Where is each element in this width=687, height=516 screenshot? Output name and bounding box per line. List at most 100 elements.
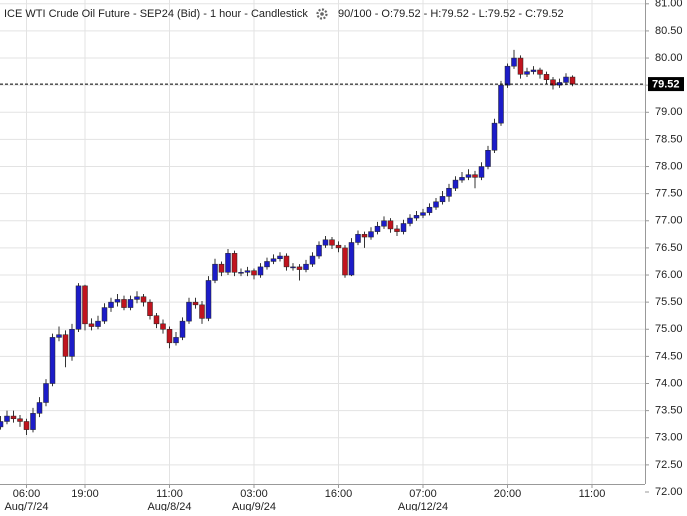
y-tick-label: 74.50 <box>655 350 683 362</box>
x-tick-label: 19:00 <box>71 488 99 500</box>
candle-body <box>251 270 257 276</box>
candle-body <box>504 65 511 86</box>
candle-body <box>277 255 283 259</box>
candle-body <box>218 263 225 273</box>
candle-body <box>212 263 218 281</box>
y-tick-label: 81.00 <box>655 0 683 10</box>
candle-body <box>316 244 322 257</box>
candle-body <box>355 234 361 243</box>
last-price-box <box>648 77 684 92</box>
last-price-label: 79.52 <box>652 78 680 90</box>
candle-body <box>82 285 88 325</box>
settings-icon[interactable] <box>316 8 328 20</box>
candle-body <box>524 71 530 75</box>
candle-body <box>420 212 426 216</box>
candle-body <box>491 122 498 151</box>
candle-body <box>160 323 166 330</box>
x-tick-date: Aug/7/24 <box>4 501 48 511</box>
candle-body <box>225 253 231 273</box>
candle-body <box>283 255 290 268</box>
candle-body <box>114 299 121 303</box>
y-tick-label: 76.50 <box>655 242 683 254</box>
candle-body <box>407 217 413 224</box>
y-tick-label: 80.00 <box>655 52 683 64</box>
candle-body <box>563 76 569 83</box>
candle-body <box>147 301 153 316</box>
candle-body <box>108 301 114 308</box>
candle-body <box>43 383 49 403</box>
candle-body <box>413 215 420 219</box>
candle-body <box>95 320 101 327</box>
candle-body <box>296 266 303 270</box>
candle-body <box>329 239 335 246</box>
candle-body <box>140 296 147 303</box>
candle-body <box>30 413 36 430</box>
candle-body <box>127 299 134 308</box>
candle-body <box>49 337 56 384</box>
y-tick-label: 79.00 <box>655 106 683 118</box>
candle-body <box>550 79 556 86</box>
candle-body <box>179 320 186 338</box>
candle-body <box>361 234 368 238</box>
candle-body <box>446 187 452 197</box>
candle-body <box>498 84 504 124</box>
candle-body <box>439 196 446 203</box>
candle-body <box>485 150 491 167</box>
x-tick-label: 07:00 <box>409 488 437 500</box>
candle-body <box>10 415 17 420</box>
candle-body <box>374 225 381 232</box>
chart-title: ICE WTI Crude Oil Future - SEP24 (Bid) -… <box>4 8 308 20</box>
y-tick-label: 72.00 <box>655 486 683 498</box>
candle-body <box>238 272 244 274</box>
candle-body <box>0 421 4 428</box>
candle-body <box>153 315 160 325</box>
candle-body <box>101 307 108 322</box>
candle-body <box>121 299 127 308</box>
candle-body <box>472 174 478 178</box>
x-tick-label: 20:00 <box>494 488 522 500</box>
x-tick-label: 11:00 <box>156 488 183 500</box>
candle-body <box>264 261 270 268</box>
y-tick-label: 78.50 <box>655 133 683 145</box>
candle-body <box>257 266 264 276</box>
candle-body <box>394 228 400 232</box>
candle-body <box>56 334 62 338</box>
candle-body <box>23 421 30 430</box>
candle-body <box>433 201 439 208</box>
candle-body <box>459 177 465 181</box>
candle-body <box>36 402 43 414</box>
plot-area <box>0 0 645 484</box>
y-tick-label: 77.00 <box>655 215 683 227</box>
candle-body <box>381 220 387 227</box>
x-tick-label: 16:00 <box>325 488 353 500</box>
candle-body <box>465 174 472 178</box>
y-tick-label: 77.50 <box>655 188 683 200</box>
y-tick-label: 72.50 <box>655 459 683 471</box>
y-tick-label: 73.50 <box>655 405 683 417</box>
candle-body <box>192 301 199 306</box>
candle-body <box>400 223 407 232</box>
candle-body <box>348 242 355 276</box>
x-tick-label: 06:00 <box>13 488 41 500</box>
candle-body <box>335 244 342 249</box>
quote-text: 90/100 - O:79.52 - H:79.52 - L:79.52 - C… <box>338 8 564 20</box>
candle-body <box>426 206 433 213</box>
y-tick-label: 75.00 <box>655 323 683 335</box>
candle-body <box>322 239 329 246</box>
y-tick-label: 80.50 <box>655 25 683 37</box>
candle-body <box>186 301 192 322</box>
candle-body <box>69 329 75 357</box>
candle-body <box>537 69 543 75</box>
candle-body <box>530 69 537 72</box>
candle-body <box>303 263 309 270</box>
candle-body <box>134 296 140 300</box>
candle-body <box>173 337 179 344</box>
x-tick-label: 11:00 <box>579 488 606 500</box>
candle-body <box>88 323 95 327</box>
y-tick-label: 78.00 <box>655 160 683 172</box>
candle-body <box>205 280 212 319</box>
x-tick-date: Aug/12/24 <box>398 501 448 511</box>
candle-body <box>543 74 550 80</box>
